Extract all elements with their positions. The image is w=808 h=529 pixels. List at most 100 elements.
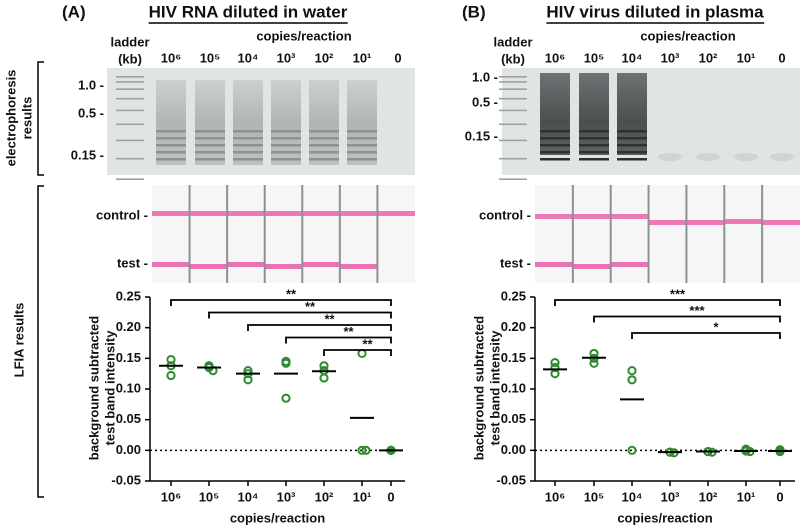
gel-band: [156, 130, 186, 133]
y-tick-label: 0.00: [501, 442, 526, 457]
test-band: [610, 262, 649, 267]
test-band: [189, 264, 228, 269]
gel-smear: [271, 80, 301, 165]
control-band: [535, 214, 573, 219]
gel-band: [309, 151, 339, 154]
replicate-point: [166, 370, 176, 381]
gel-band: [617, 151, 647, 154]
gel-band: [309, 158, 339, 161]
control-band: [302, 211, 340, 216]
gel-band: [309, 137, 339, 140]
comparison-bracket: [285, 336, 392, 344]
x-tick-label: 10⁴: [622, 489, 643, 504]
side-labels: electrophoresis results LFIA results: [3, 61, 44, 498]
gel-band: [540, 151, 570, 154]
strip-label: control -: [96, 207, 148, 222]
replicate-point: [166, 354, 176, 365]
y-tick-label: 0.05: [501, 411, 526, 426]
replicate-point: [319, 373, 329, 383]
x-tick-label: 10⁴: [238, 489, 259, 504]
gel-smear: [156, 80, 186, 165]
x-tick-label: 10⁵: [584, 489, 605, 504]
control-band: [152, 211, 190, 216]
y-axis-label: background subtracted: [471, 316, 486, 461]
gel-band: [347, 137, 377, 140]
lane-label: 10⁵: [584, 50, 605, 65]
replicate-point: [589, 358, 599, 368]
y-tick-label: 0.00: [116, 442, 141, 457]
gel-band: [271, 151, 301, 154]
significance-label: *: [713, 319, 719, 334]
control-band: [339, 211, 378, 216]
lanes-header: copies/reaction: [640, 28, 735, 43]
gel-band: [579, 137, 609, 140]
lane-label: 0: [778, 50, 785, 65]
gel-band: [617, 158, 647, 161]
ladder-band: [116, 139, 144, 142]
control-band: [377, 211, 415, 216]
ladder-band: [499, 157, 527, 160]
gel-band: [540, 144, 570, 147]
ladder-band: [499, 139, 527, 142]
gel-band: [579, 151, 609, 154]
lane-label: 10¹: [737, 50, 756, 65]
gel-band: [195, 137, 225, 140]
panel-title: HIV RNA diluted in water: [149, 2, 348, 21]
ladder-band: [499, 123, 527, 126]
replicate-point: [627, 375, 637, 385]
gel-smear: [617, 73, 647, 155]
gel-band: [309, 130, 339, 133]
comparison-bracket: [247, 324, 392, 331]
gel-band: [195, 158, 225, 161]
gel-band: [233, 158, 263, 161]
gel-band: [195, 144, 225, 147]
comparison-bracket: [208, 311, 392, 319]
y-tick-label: 0.15: [501, 350, 526, 365]
x-tick-label: 10³: [661, 489, 680, 504]
y-tick-label: -0.05: [111, 472, 141, 487]
gel-smear: [347, 80, 377, 165]
gel-smear: [309, 80, 339, 165]
x-tick-label: 10²: [699, 489, 718, 504]
gel-band: [309, 144, 339, 147]
gel-spot: [658, 153, 682, 161]
gel-band: [156, 151, 186, 154]
ladder-band: [499, 109, 527, 112]
ladder-band: [116, 109, 144, 112]
bracket: [37, 185, 44, 498]
gel-spot: [770, 153, 794, 161]
y-tick-label: 0.25: [501, 288, 526, 303]
strip-label: test -: [117, 255, 148, 270]
x-axis-label: copies/reaction: [617, 510, 712, 525]
replicate-point: [281, 393, 291, 403]
size-label: 1.0 -: [472, 69, 498, 84]
gel-band: [617, 130, 647, 133]
replicate-point: [361, 445, 371, 455]
ladder-header: (kb): [501, 51, 525, 66]
lane-label: 10⁶: [545, 50, 565, 65]
size-label: 0.5 -: [78, 105, 104, 120]
y-tick-label: 0.25: [116, 288, 141, 303]
lane-label: 10⁵: [200, 50, 221, 65]
y-axis-label: test band intensity: [487, 330, 502, 446]
test-band: [535, 262, 573, 267]
replicate-point: [243, 375, 253, 385]
significance-label: ***: [670, 286, 686, 301]
significance-label: **: [286, 286, 297, 301]
control-band: [572, 214, 611, 219]
test-band: [339, 264, 378, 269]
ladder-header: ladder: [493, 34, 532, 49]
gel-spot: [734, 153, 758, 161]
lane-label: 10³: [661, 50, 680, 65]
x-axis-label: copies/reaction: [230, 510, 325, 525]
comparison-bracket: [170, 299, 392, 306]
y-tick-label: 0.10: [501, 380, 526, 395]
significance-label: **: [305, 299, 316, 314]
x-tick-label: 10⁶: [161, 489, 181, 504]
gel-band: [233, 137, 263, 140]
significance-label: **: [362, 336, 373, 351]
side-label: electrophoresis: [3, 70, 18, 167]
lanes-header: copies/reaction: [256, 28, 351, 43]
gel-smear: [540, 73, 570, 155]
